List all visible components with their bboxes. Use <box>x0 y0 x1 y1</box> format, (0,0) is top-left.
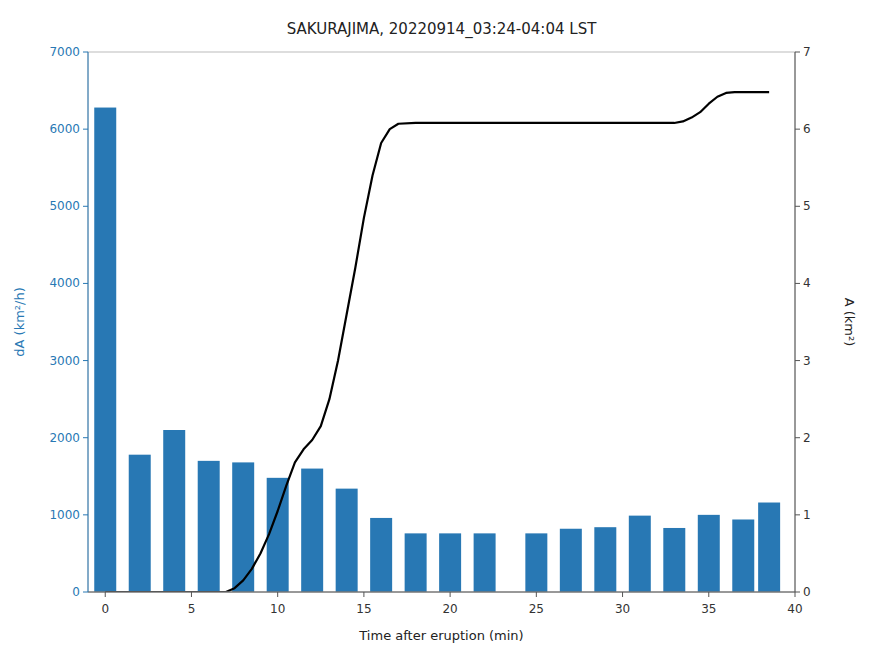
y-tick-label: 6000 <box>49 122 80 136</box>
y2-tick <box>795 592 800 593</box>
x-tick-label: 10 <box>270 602 285 616</box>
y-tick-label: 1000 <box>49 508 80 522</box>
x-tick <box>536 592 537 597</box>
y2-axis-label: A (km²) <box>842 298 857 347</box>
y-tick <box>83 129 88 130</box>
y-tick-label: 4000 <box>49 276 80 290</box>
y-tick-label: 3000 <box>49 354 80 368</box>
y2-tick-label: 6 <box>803 122 811 136</box>
x-tick <box>191 592 192 597</box>
y2-tick <box>795 52 800 53</box>
y2-tick <box>795 129 800 130</box>
bar <box>560 529 582 592</box>
bar <box>629 516 651 592</box>
y-tick <box>83 437 88 438</box>
y-tick-label: 2000 <box>49 431 80 445</box>
y2-tick <box>795 437 800 438</box>
x-tick-label: 35 <box>701 602 716 616</box>
x-tick <box>795 592 796 597</box>
x-tick <box>363 592 364 597</box>
x-tick-label: 40 <box>787 602 802 616</box>
y-axis-line <box>88 52 89 592</box>
x-tick <box>622 592 623 597</box>
x-tick <box>450 592 451 597</box>
plot-frame <box>88 52 795 592</box>
y-tick-label: 7000 <box>49 45 80 59</box>
y2-tick-label: 3 <box>803 354 811 368</box>
bar <box>129 455 151 592</box>
bar <box>163 430 185 592</box>
y-tick <box>83 592 88 593</box>
bar <box>594 527 616 592</box>
y2-tick-label: 4 <box>803 276 811 290</box>
y2-tick-label: 2 <box>803 431 811 445</box>
bar <box>439 533 461 592</box>
bar <box>732 519 754 592</box>
y2-tick-label: 1 <box>803 508 811 522</box>
y2-tick-label: 7 <box>803 45 811 59</box>
plot-area <box>94 92 780 592</box>
x-tick <box>105 592 106 597</box>
bar <box>94 108 116 592</box>
y2-tick-label: 0 <box>803 585 811 599</box>
y-tick <box>83 514 88 515</box>
bar <box>232 462 254 592</box>
y-tick <box>83 52 88 53</box>
bar <box>336 489 358 592</box>
line <box>105 92 769 592</box>
x-tick <box>708 592 709 597</box>
y-axis-label: dA (km²/h) <box>12 287 27 356</box>
x-axis-label: Time after eruption (min) <box>358 628 523 643</box>
y2-tick-label: 5 <box>803 199 811 213</box>
chart: 0510152025303540010002000300040005000600… <box>0 0 875 656</box>
y-tick <box>83 206 88 207</box>
bar <box>758 503 780 592</box>
title: SAKURAJIMA, 20220914_03:24-04:04 LST <box>287 20 597 39</box>
x-tick-label: 0 <box>101 602 109 616</box>
y2-tick <box>795 514 800 515</box>
bar <box>663 528 685 592</box>
bar <box>405 533 427 592</box>
bar <box>474 533 496 592</box>
y2-tick <box>795 360 800 361</box>
y2-tick <box>795 206 800 207</box>
bar <box>198 461 220 592</box>
y-tick <box>83 360 88 361</box>
bar <box>525 533 547 592</box>
y-tick-label: 5000 <box>49 199 80 213</box>
bar <box>301 469 323 592</box>
x-tick-label: 20 <box>442 602 457 616</box>
bar <box>370 518 392 592</box>
x-tick <box>277 592 278 597</box>
y-tick <box>83 283 88 284</box>
y-tick-label: 0 <box>72 585 80 599</box>
x-axis-line <box>88 592 795 593</box>
x-tick-label: 25 <box>529 602 544 616</box>
y2-tick <box>795 283 800 284</box>
y2-axis-line <box>795 52 796 592</box>
bar <box>267 478 289 592</box>
x-tick-label: 5 <box>188 602 196 616</box>
bar <box>698 515 720 592</box>
x-tick-label: 15 <box>356 602 371 616</box>
x-tick-label: 30 <box>615 602 630 616</box>
